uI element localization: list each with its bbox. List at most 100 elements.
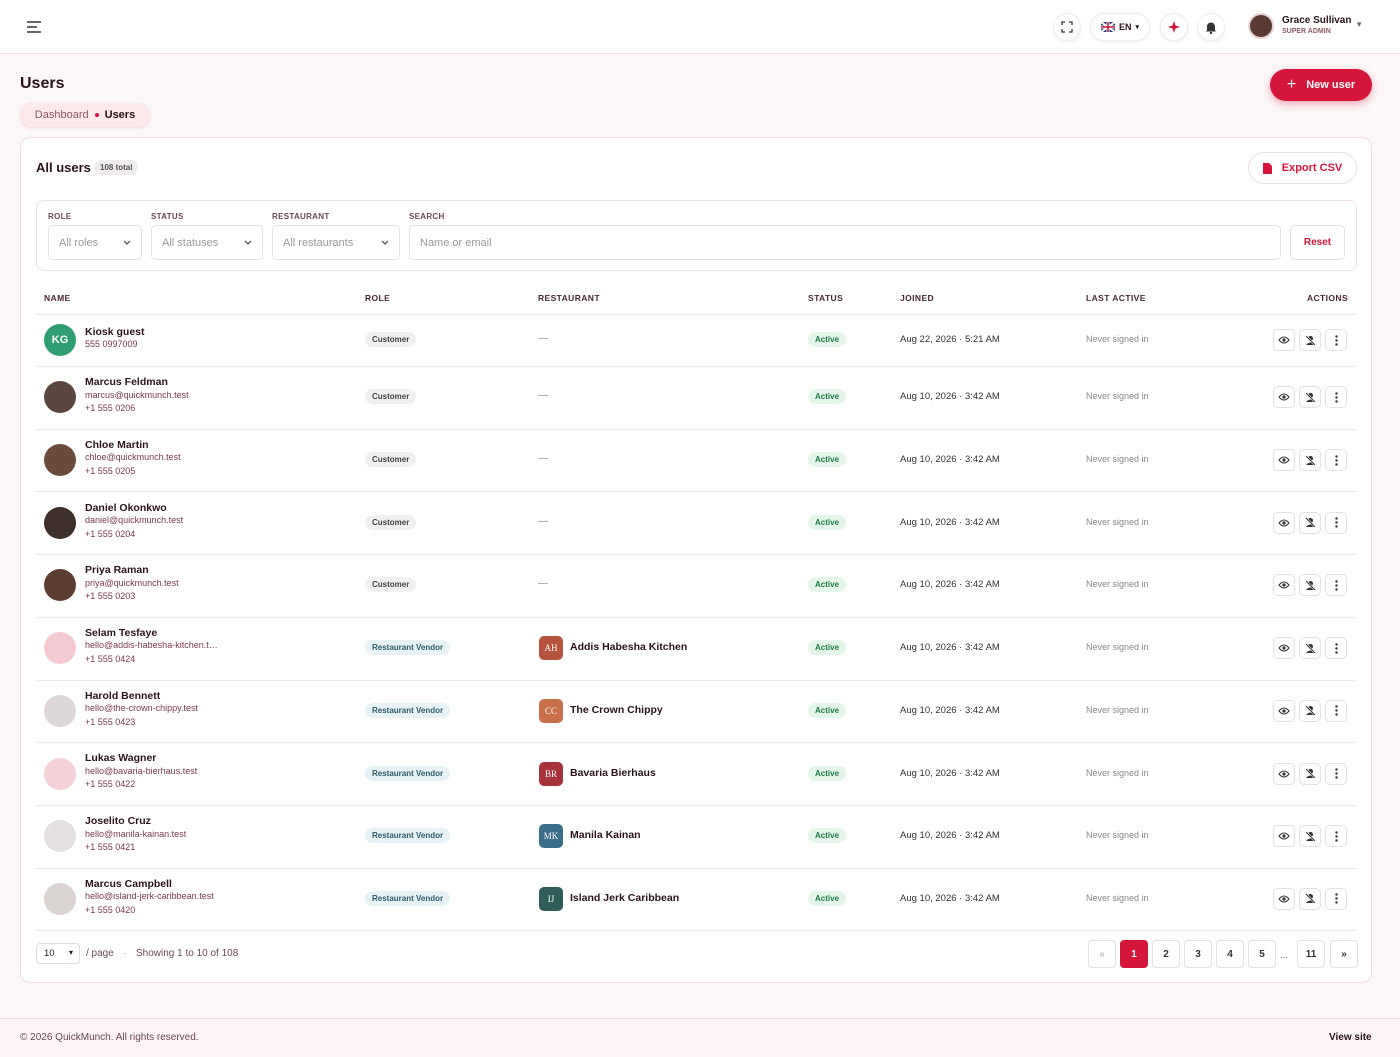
per-page-select[interactable]: 10 ▾: [36, 943, 80, 964]
more-button[interactable]: [1325, 887, 1347, 910]
fullscreen-button[interactable]: [1053, 13, 1081, 41]
deactivate-button[interactable]: [1299, 574, 1321, 597]
page-button[interactable]: »: [1330, 940, 1358, 968]
user-email: hello@the-crown-chippy.test: [85, 703, 199, 714]
more-button[interactable]: [1325, 574, 1347, 597]
more-button[interactable]: [1325, 329, 1347, 351]
select-value: All roles: [59, 236, 99, 249]
joined-date: Aug 10, 2026 · 3:42 AM: [900, 767, 1000, 779]
view-button[interactable]: [1273, 762, 1295, 785]
column-header: RESTAURANT: [538, 293, 600, 303]
notifications-button[interactable]: [1197, 13, 1225, 41]
view-button[interactable]: [1273, 887, 1295, 910]
search-placeholder: Name or email: [420, 236, 492, 249]
caret: ▾: [68, 948, 73, 957]
user-phone: +1 555 0420: [85, 904, 136, 915]
page-button[interactable]: «: [1088, 940, 1116, 968]
more-button[interactable]: [1325, 386, 1347, 409]
view-button[interactable]: [1273, 825, 1295, 848]
deactivate-button[interactable]: [1299, 329, 1321, 351]
user-name: Daniel Okonkwo: [85, 501, 167, 514]
role-badge: Customer: [365, 514, 417, 530]
more-button[interactable]: [1325, 825, 1347, 848]
ai-button[interactable]: [1160, 13, 1188, 41]
deactivate-button[interactable]: [1299, 637, 1321, 660]
user-name: Selam Tesfaye: [85, 626, 158, 639]
last-active: Never signed in: [1086, 704, 1149, 715]
status-select[interactable]: All statuses: [151, 225, 263, 260]
new-user-label: New user: [1306, 79, 1356, 91]
column-header: STATUS: [808, 293, 844, 303]
user-menu-caret[interactable]: ▾: [1357, 19, 1362, 29]
more-button[interactable]: [1325, 762, 1347, 785]
more-button[interactable]: [1325, 699, 1347, 722]
export-button[interactable]: Export CSV: [1248, 152, 1357, 184]
joined-date: Aug 10, 2026 · 3:42 AM: [900, 516, 1000, 528]
restaurant-logo: AH: [539, 636, 563, 661]
view-button[interactable]: [1273, 329, 1295, 351]
status-badge: Active: [808, 765, 847, 781]
avatar: [44, 882, 76, 915]
more-button[interactable]: [1325, 449, 1347, 472]
column-header: ROLE: [365, 293, 391, 303]
footer: [0, 1018, 1400, 1057]
avatar: [44, 820, 76, 853]
user-email: hello@manila-kainan.test: [85, 828, 187, 839]
deactivate-button[interactable]: [1299, 762, 1321, 785]
menu-icon[interactable]: [26, 20, 42, 34]
role-badge: Customer: [365, 389, 417, 405]
restaurant-select[interactable]: All restaurants: [272, 225, 400, 260]
status-badge: Active: [808, 514, 847, 530]
deactivate-button[interactable]: [1299, 511, 1321, 534]
view-button[interactable]: [1273, 511, 1295, 534]
status-badge: Active: [808, 890, 847, 906]
deactivate-button[interactable]: [1299, 825, 1321, 848]
page-button[interactable]: 3: [1184, 940, 1212, 968]
search-input[interactable]: Name or email: [409, 225, 1281, 260]
deactivate-button[interactable]: [1299, 887, 1321, 910]
user-name: Harold Bennett: [85, 689, 161, 702]
view-button[interactable]: [1273, 449, 1295, 472]
role-badge: Restaurant Vendor: [365, 828, 451, 844]
page-current[interactable]: 1: [1120, 940, 1148, 968]
view-site-link[interactable]: View site: [1329, 1032, 1372, 1043]
reset-button[interactable]: Reset: [1290, 225, 1345, 260]
view-button[interactable]: [1273, 637, 1295, 660]
user-name: Joselito Cruz: [85, 815, 151, 827]
page-button[interactable]: 2: [1152, 940, 1180, 968]
more-button[interactable]: [1325, 511, 1347, 534]
page-button[interactable]: 4: [1216, 940, 1244, 968]
view-button[interactable]: [1273, 699, 1295, 722]
user-phone: +1 555 0421: [85, 842, 136, 852]
deactivate-button[interactable]: [1299, 699, 1321, 722]
user-phone: +1 555 0423: [85, 716, 136, 727]
joined-date: Aug 10, 2026 · 3:42 AM: [900, 579, 1000, 591]
breadcrumb: Dashboard Users: [20, 103, 150, 127]
user-row: [36, 554, 1356, 617]
language-code: EN: [1118, 22, 1132, 32]
user-phone: +1 555 0204: [85, 528, 136, 539]
column-header: JOINED: [900, 293, 935, 303]
view-button[interactable]: [1273, 386, 1295, 409]
page-button[interactable]: 11: [1297, 940, 1325, 968]
breadcrumb-link[interactable]: Dashboard: [34, 109, 89, 121]
user-avatar[interactable]: [1248, 13, 1274, 39]
users-card: [20, 137, 1372, 983]
avatar: [44, 757, 76, 790]
language-select[interactable]: EN ▾: [1090, 13, 1150, 41]
role-select[interactable]: All roles: [48, 225, 142, 260]
restaurant-logo: IJ: [539, 886, 563, 911]
more-button[interactable]: [1325, 637, 1347, 660]
view-button[interactable]: [1273, 574, 1295, 597]
restaurant-logo: MK: [539, 824, 563, 849]
joined-date: Aug 10, 2026 · 3:42 AM: [900, 704, 1000, 716]
user-phone: 555 0997009: [85, 339, 138, 349]
deactivate-button[interactable]: [1299, 386, 1321, 409]
user-name: Marcus Feldman: [85, 376, 168, 389]
user-email: chloe@quickmunch.test: [85, 452, 181, 463]
last-active: Never signed in: [1086, 334, 1149, 344]
joined-date: Aug 10, 2026 · 3:42 AM: [900, 892, 1000, 904]
page-button[interactable]: 5: [1248, 940, 1276, 968]
new-user-button[interactable]: + New user: [1270, 69, 1372, 101]
deactivate-button[interactable]: [1299, 449, 1321, 472]
